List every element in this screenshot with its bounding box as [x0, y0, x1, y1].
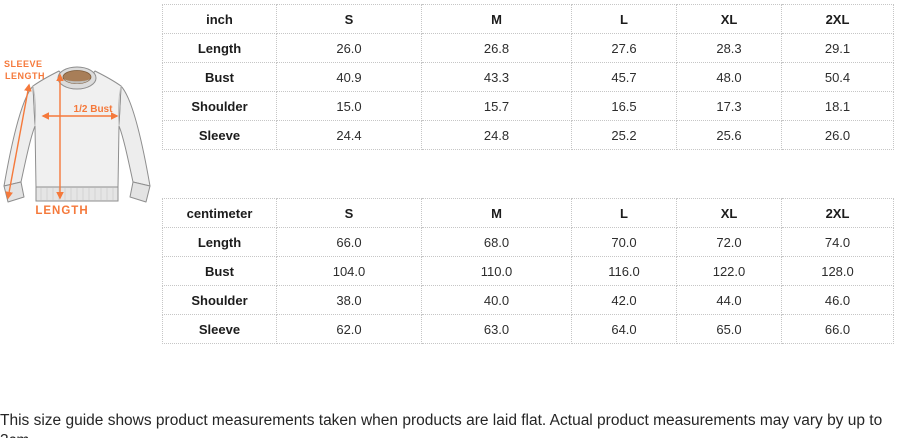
- size-header-l: L: [571, 198, 677, 228]
- size-value-cell: 72.0: [676, 227, 782, 257]
- size-value-cell: 116.0: [571, 256, 677, 286]
- size-header-l: L: [571, 4, 677, 34]
- size-value-cell: 63.0: [421, 314, 572, 344]
- size-header-s: S: [276, 4, 422, 34]
- size-value-cell: 40.9: [276, 62, 422, 92]
- size-value-cell: 26.0: [276, 33, 422, 63]
- table-row: Sleeve 62.0 63.0 64.0 65.0 66.0: [162, 314, 894, 344]
- size-value-cell: 65.0: [676, 314, 782, 344]
- size-value-cell: 28.3: [676, 33, 782, 63]
- size-value-cell: 29.1: [781, 33, 894, 63]
- size-value-cell: 17.3: [676, 91, 782, 121]
- size-value-cell: 24.8: [421, 120, 572, 150]
- table-row: Length 66.0 68.0 70.0 72.0 74.0: [162, 227, 894, 257]
- size-header-s: S: [276, 198, 422, 228]
- size-value-cell: 74.0: [781, 227, 894, 257]
- size-value-cell: 48.0: [676, 62, 782, 92]
- centimeter-size-table: centimeter S M L XL 2XL Length 66.0 68.0…: [162, 198, 894, 344]
- size-header-2xl: 2XL: [781, 198, 894, 228]
- size-value-cell: 26.8: [421, 33, 572, 63]
- sleeve-length-arrow: [5, 83, 32, 200]
- size-value-cell: 26.0: [781, 120, 894, 150]
- sleeve-length-label-line1: SLEEVE: [4, 59, 43, 69]
- size-value-cell: 110.0: [421, 256, 572, 286]
- size-value-cell: 15.0: [276, 91, 422, 121]
- size-value-cell: 42.0: [571, 285, 677, 315]
- table-row: Shoulder 15.0 15.7 16.5 17.3 18.1: [162, 91, 894, 121]
- size-value-cell: 15.7: [421, 91, 572, 121]
- size-value-cell: 44.0: [676, 285, 782, 315]
- size-value-cell: 40.0: [421, 285, 572, 315]
- size-guide-disclaimer: This size guide shows product measuremen…: [0, 412, 883, 438]
- size-value-cell: 70.0: [571, 227, 677, 257]
- size-value-cell: 50.4: [781, 62, 894, 92]
- row-label: Shoulder: [162, 285, 277, 315]
- length-label: LENGTH: [35, 205, 88, 217]
- size-value-cell: 16.5: [571, 91, 677, 121]
- size-header-m: M: [421, 4, 572, 34]
- table-row: Shoulder 38.0 40.0 42.0 44.0 46.0: [162, 285, 894, 315]
- size-value-cell: 43.3: [421, 62, 572, 92]
- size-value-cell: 24.4: [276, 120, 422, 150]
- size-header-2xl: 2XL: [781, 4, 894, 34]
- size-value-cell: 68.0: [421, 227, 572, 257]
- size-value-cell: 25.2: [571, 120, 677, 150]
- sweatshirt-diagram: SLEEVE LENGTH 1/2 Bust LENGTH: [3, 59, 151, 217]
- size-value-cell: 27.6: [571, 33, 677, 63]
- size-header-xl: XL: [676, 198, 782, 228]
- row-label: Length: [162, 33, 277, 63]
- table-row: Bust 40.9 43.3 45.7 48.0 50.4: [162, 62, 894, 92]
- size-header-xl: XL: [676, 4, 782, 34]
- sleeve-length-label-line2: LENGTH: [5, 71, 45, 81]
- size-value-cell: 128.0: [781, 256, 894, 286]
- row-label: Bust: [162, 62, 277, 92]
- size-value-cell: 18.1: [781, 91, 894, 121]
- table-row: Sleeve 24.4 24.8 25.2 25.6 26.0: [162, 120, 894, 150]
- size-value-cell: 66.0: [781, 314, 894, 344]
- header-row: inch S M L XL 2XL: [162, 4, 894, 34]
- size-value-cell: 45.7: [571, 62, 677, 92]
- size-value-cell: 104.0: [276, 256, 422, 286]
- sweatshirt-outline-graphic: [3, 66, 151, 203]
- half-bust-label: 1/2 Bust: [74, 104, 114, 115]
- unit-header: inch: [162, 4, 277, 34]
- table-row: Bust 104.0 110.0 116.0 122.0 128.0: [162, 256, 894, 286]
- row-label: Sleeve: [162, 314, 277, 344]
- size-header-m: M: [421, 198, 572, 228]
- inch-size-table: inch S M L XL 2XL Length 26.0 26.8 27.6 …: [162, 4, 894, 150]
- size-value-cell: 62.0: [276, 314, 422, 344]
- table-row: Length 26.0 26.8 27.6 28.3 29.1: [162, 33, 894, 63]
- size-value-cell: 66.0: [276, 227, 422, 257]
- size-value-cell: 122.0: [676, 256, 782, 286]
- measurement-annotations: SLEEVE LENGTH 1/2 Bust LENGTH: [4, 59, 119, 217]
- row-label: Shoulder: [162, 91, 277, 121]
- row-label: Bust: [162, 256, 277, 286]
- size-value-cell: 25.6: [676, 120, 782, 150]
- row-label: Sleeve: [162, 120, 277, 150]
- header-row: centimeter S M L XL 2XL: [162, 198, 894, 228]
- size-value-cell: 46.0: [781, 285, 894, 315]
- row-label: Length: [162, 227, 277, 257]
- size-value-cell: 38.0: [276, 285, 422, 315]
- size-value-cell: 64.0: [571, 314, 677, 344]
- unit-header: centimeter: [162, 198, 277, 228]
